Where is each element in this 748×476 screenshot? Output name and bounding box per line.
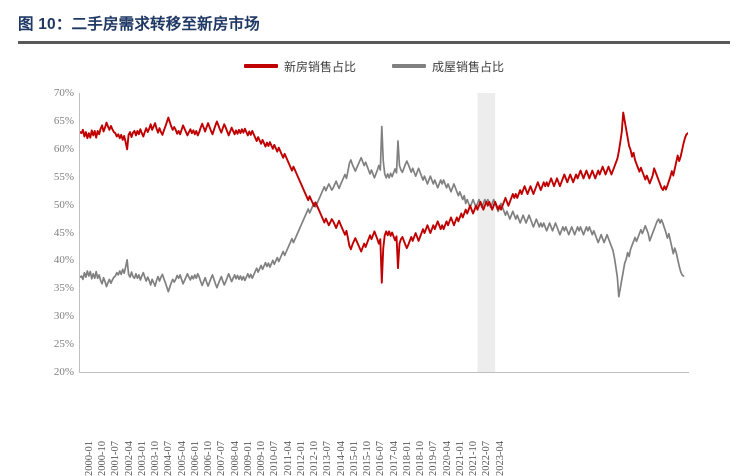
x-axis-tick-label: 2006-01 xyxy=(189,441,201,476)
forecast-shaded-band xyxy=(477,93,496,372)
x-axis-tick-label: 2007-07 xyxy=(216,441,228,476)
x-axis-tick-label: 2009-10 xyxy=(256,441,268,476)
x-axis-line xyxy=(79,372,689,373)
series-line-existing-homes xyxy=(80,125,685,298)
x-axis-tick-label: 2014-04 xyxy=(335,441,347,476)
x-axis-tick-label: 2015-10 xyxy=(362,441,374,476)
x-axis-tick-label: 2015-01 xyxy=(348,441,360,476)
x-axis-tick-label: 2020-04 xyxy=(441,441,453,476)
x-axis-tick-label: 2018-01 xyxy=(401,441,413,476)
y-axis-tick-label: 50% xyxy=(53,198,74,211)
x-axis-tick-label: 2004-07 xyxy=(163,441,175,476)
y-axis-tick-label: 70% xyxy=(53,87,74,99)
legend-item-new-homes[interactable]: 新房销售占比 xyxy=(243,58,356,75)
y-axis-tick-label: 45% xyxy=(53,226,74,239)
x-axis-tick-label: 2012-01 xyxy=(295,441,307,476)
y-axis-tick-label: 60% xyxy=(53,142,74,155)
legend-label-new-homes: 新房销售占比 xyxy=(283,59,356,74)
x-axis-tick-label: 2000-01 xyxy=(84,441,95,476)
x-axis-tick-label: 2001-07 xyxy=(110,441,122,476)
x-axis-tick-label: 2013-07 xyxy=(322,441,334,476)
x-axis-tick-label: 2006-10 xyxy=(203,441,215,476)
page-title: 图 10：二手房需求转移至新房市场 xyxy=(18,16,260,33)
x-axis-tick-label: 2021-01 xyxy=(454,441,466,476)
y-axis-tick-label: 65% xyxy=(53,114,74,127)
y-axis-tick-label: 35% xyxy=(53,282,74,295)
x-axis-tick-label: 2019-07 xyxy=(428,441,440,476)
x-axis-tick-label: 2009-01 xyxy=(242,441,254,476)
y-axis-tick-label: 40% xyxy=(53,254,74,267)
y-axis: 70% 65% 60% 55% 50% 45% 40% 35% 30% 25% 20% xyxy=(34,87,74,378)
x-axis-tick-label: 2017-04 xyxy=(388,441,400,476)
x-axis-tick-label: 2000-10 xyxy=(97,441,109,476)
x-axis-tick-label: 2008-04 xyxy=(229,441,241,476)
legend-swatch-new-homes xyxy=(243,64,278,68)
chart-title-bar: 图 10：二手房需求转移至新房市场 xyxy=(18,12,730,44)
x-axis-tick-label: 2022-07 xyxy=(481,441,493,476)
x-axis-tick-label: 2016-07 xyxy=(375,441,387,476)
x-axis: 2000-01 2000-10 2001-07 2002-04 2003-01 2003-… xyxy=(80,375,688,476)
x-axis-tick-label: 2005-04 xyxy=(176,441,188,476)
shaded-band-group xyxy=(477,93,496,372)
legend-label-existing-homes: 成屋销售占比 xyxy=(432,59,505,74)
x-axis-tick-label: 2021-10 xyxy=(468,441,480,476)
plot-area xyxy=(80,93,688,372)
x-axis-tick-label: 2003-10 xyxy=(150,441,162,476)
y-axis-tick-label: 30% xyxy=(53,310,74,323)
x-axis-tick-label: 2010-07 xyxy=(269,441,281,476)
legend-swatch-existing-homes xyxy=(392,64,426,68)
x-axis-tick-label: 2018-10 xyxy=(415,441,427,476)
x-axis-tick-label: 2003-01 xyxy=(136,441,148,476)
x-axis-tick-label: 2011-04 xyxy=(282,441,294,476)
series-group xyxy=(80,111,688,298)
chart-container: 70% 65% 60% 55% 50% 45% 40% 35% 30% 25% 20% 2000-0… xyxy=(0,78,748,476)
y-axis-line xyxy=(79,93,80,373)
line-chart-svg xyxy=(80,93,688,372)
x-axis-tick-label: 2023-04 xyxy=(494,441,506,476)
x-axis-tick-label: 2002-04 xyxy=(123,441,135,476)
y-axis-tick-label: 20% xyxy=(53,366,74,378)
y-axis-tick-label: 25% xyxy=(53,338,74,351)
chart-legend: 新房销售占比 成屋销售占比 xyxy=(0,55,748,77)
x-axis-tick-label: 2012-10 xyxy=(309,441,321,476)
series-line-new-homes xyxy=(80,111,688,284)
legend-item-existing-homes[interactable]: 成屋销售占比 xyxy=(392,58,504,75)
y-axis-tick-label: 55% xyxy=(53,170,74,183)
